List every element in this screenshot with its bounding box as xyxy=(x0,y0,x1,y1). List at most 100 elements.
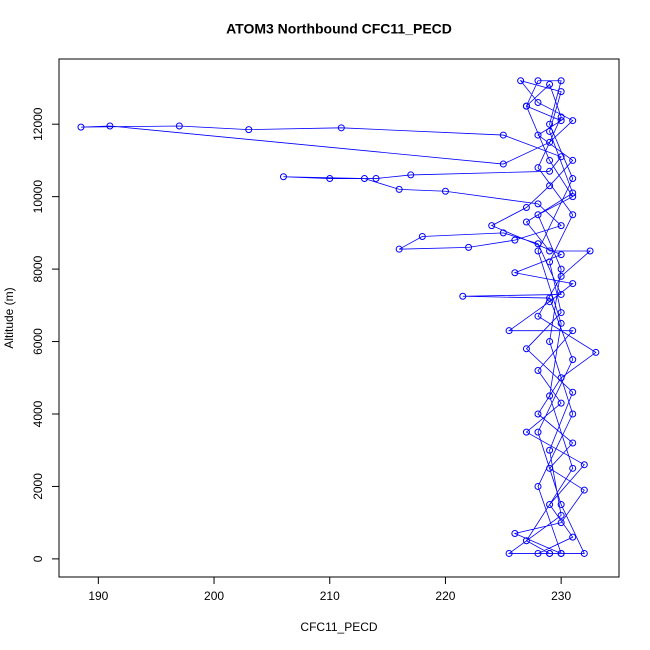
point xyxy=(557,153,565,161)
point xyxy=(395,185,403,193)
point xyxy=(459,292,467,300)
point xyxy=(557,549,565,557)
point xyxy=(522,428,530,436)
point xyxy=(569,211,577,219)
point xyxy=(505,549,513,557)
point xyxy=(534,428,542,436)
point xyxy=(557,272,565,280)
point xyxy=(534,410,542,418)
y-tick-label: 0 xyxy=(31,555,45,562)
point xyxy=(557,309,565,317)
point xyxy=(77,123,85,131)
point xyxy=(106,122,114,130)
x-tick-label: 210 xyxy=(320,589,340,603)
point xyxy=(557,77,565,85)
point xyxy=(569,356,577,364)
point xyxy=(569,464,577,472)
point xyxy=(418,232,426,240)
y-axis-label: Altitude (m) xyxy=(2,287,16,348)
point xyxy=(534,211,542,219)
point xyxy=(546,338,554,346)
point xyxy=(546,298,554,306)
x-tick-label: 230 xyxy=(551,589,571,603)
point xyxy=(499,160,507,168)
point xyxy=(534,549,542,557)
point xyxy=(580,486,588,494)
point xyxy=(592,348,600,356)
point xyxy=(534,131,542,139)
point xyxy=(569,388,577,396)
point xyxy=(511,236,519,244)
point xyxy=(499,229,507,237)
y-tick-label: 6000 xyxy=(31,328,45,355)
point xyxy=(557,290,565,298)
point xyxy=(569,439,577,447)
point xyxy=(569,280,577,288)
point xyxy=(337,124,345,132)
point xyxy=(279,173,287,181)
point xyxy=(441,187,449,195)
point xyxy=(557,88,565,96)
point xyxy=(511,269,519,277)
point xyxy=(407,171,415,179)
point xyxy=(580,461,588,469)
point xyxy=(546,549,554,557)
point xyxy=(245,126,253,134)
point xyxy=(546,138,554,146)
point xyxy=(546,464,554,472)
point xyxy=(175,122,183,130)
point xyxy=(511,530,519,538)
point xyxy=(534,164,542,172)
point xyxy=(569,189,577,197)
point xyxy=(546,501,554,509)
point xyxy=(557,222,565,230)
point xyxy=(395,245,403,253)
point xyxy=(557,117,565,125)
x-axis-label: CFC11_PECD xyxy=(300,620,377,634)
point xyxy=(557,113,565,121)
point xyxy=(569,117,577,125)
point xyxy=(546,167,554,175)
point xyxy=(546,120,554,128)
point xyxy=(546,392,554,400)
point xyxy=(546,247,554,255)
point xyxy=(534,200,542,208)
point xyxy=(534,367,542,375)
point xyxy=(546,127,554,135)
point xyxy=(557,319,565,327)
point xyxy=(534,240,542,248)
x-tick-label: 220 xyxy=(435,589,455,603)
point xyxy=(557,374,565,382)
point xyxy=(557,399,565,407)
point xyxy=(488,222,496,230)
point xyxy=(580,549,588,557)
series-line xyxy=(80,80,597,554)
point xyxy=(505,327,513,335)
y-tick-label: 2000 xyxy=(31,473,45,500)
point xyxy=(557,511,565,519)
point xyxy=(522,102,530,110)
point xyxy=(534,312,542,320)
point xyxy=(557,501,565,509)
y-tick-label: 4000 xyxy=(31,400,45,427)
point xyxy=(522,204,530,212)
point xyxy=(546,446,554,454)
point xyxy=(534,77,542,85)
y-tick-label: 10000 xyxy=(31,180,45,214)
point xyxy=(360,175,368,183)
point xyxy=(372,175,380,183)
point xyxy=(546,80,554,88)
point xyxy=(522,218,530,226)
point xyxy=(557,519,565,527)
point xyxy=(522,345,530,353)
point xyxy=(546,294,554,302)
point xyxy=(569,156,577,164)
y-tick-label: 8000 xyxy=(31,255,45,282)
point xyxy=(546,182,554,190)
point xyxy=(569,533,577,541)
point xyxy=(569,410,577,418)
point xyxy=(465,243,473,251)
